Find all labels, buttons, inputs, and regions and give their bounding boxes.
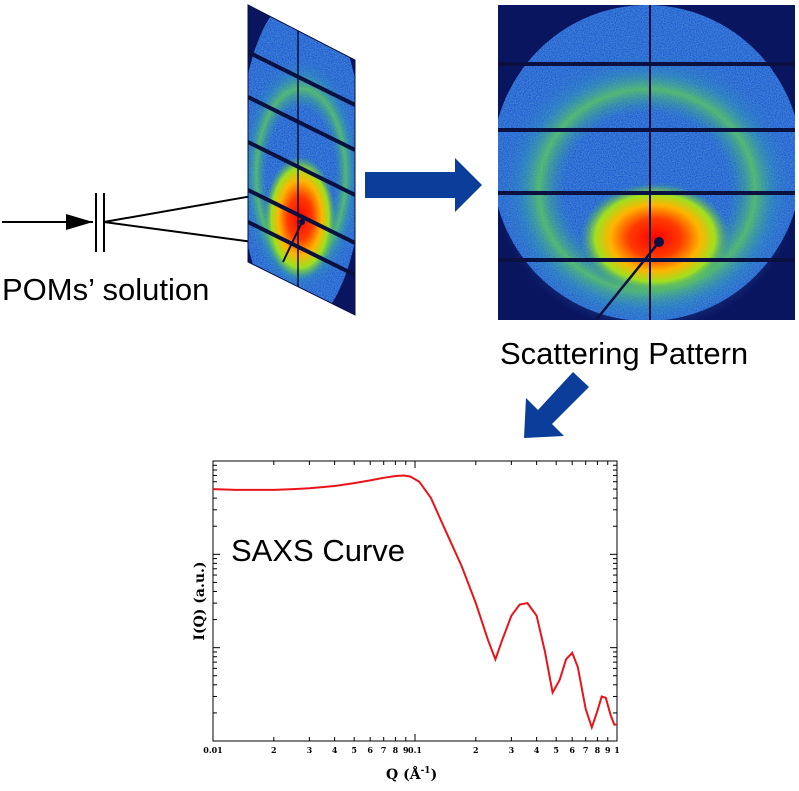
y-axis-title: I(Q) (a.u.)	[192, 561, 208, 640]
detector-large	[498, 5, 795, 320]
x-minor-tick-label: 4	[534, 745, 540, 755]
x-tick-label: 1	[614, 745, 620, 755]
x-minor-tick-label: 8	[393, 745, 399, 755]
sample-label: POMs’ solution	[2, 272, 210, 307]
arrow-right-icon	[365, 158, 482, 212]
x-minor-tick-label: 8	[595, 745, 601, 755]
chart-title: SAXS Curve	[231, 533, 405, 568]
x-minor-tick-label: 9	[403, 745, 409, 755]
x-tick-label: 0.1	[408, 745, 422, 755]
x-axis-tick-labels: 0.01 0.1 12 3 4 5 6 7 8 9 2 3 4 5 6 7 8 9	[203, 745, 620, 755]
x-minor-tick-label: 9	[605, 745, 611, 755]
x-minor-tick-label: 7	[381, 745, 387, 755]
x-minor-tick-label: 6	[367, 745, 373, 755]
x-axis-title-main: Q (Å	[386, 765, 422, 783]
arrow-down-left-icon	[524, 372, 589, 438]
x-minor-tick-label: 2	[473, 745, 479, 755]
x-minor-tick-label: 3	[509, 745, 515, 755]
x-minor-tick-label: 7	[583, 745, 589, 755]
incident-beam	[2, 214, 93, 230]
x-minor-tick-label: 2	[271, 745, 277, 755]
x-minor-tick-label: 5	[553, 745, 559, 755]
sample-cell-icon	[95, 193, 105, 252]
x-tick-label: 0.01	[203, 745, 222, 755]
x-minor-tick-label: 5	[351, 745, 357, 755]
scattering-pattern-label: Scattering Pattern	[500, 336, 749, 371]
x-axis-title-sup: -1	[421, 766, 431, 776]
x-minor-tick-label: 3	[307, 745, 313, 755]
saxs-plot: 0.01 0.1 12 3 4 5 6 7 8 9 2 3 4 5 6 7 8 9 SAXS Curve Q (Å…	[192, 460, 620, 783]
detector-small	[248, 5, 355, 315]
x-axis-title-close: )	[431, 767, 438, 783]
x-minor-tick-label: 4	[332, 745, 338, 755]
saxs-curve-series	[212, 474, 617, 731]
x-minor-tick-label: 6	[569, 745, 575, 755]
y-axis-ticks	[213, 460, 617, 742]
x-axis-ticks	[212, 461, 618, 741]
plot-frame	[212, 460, 618, 742]
x-axis-title: Q (Å-1)	[386, 765, 437, 783]
